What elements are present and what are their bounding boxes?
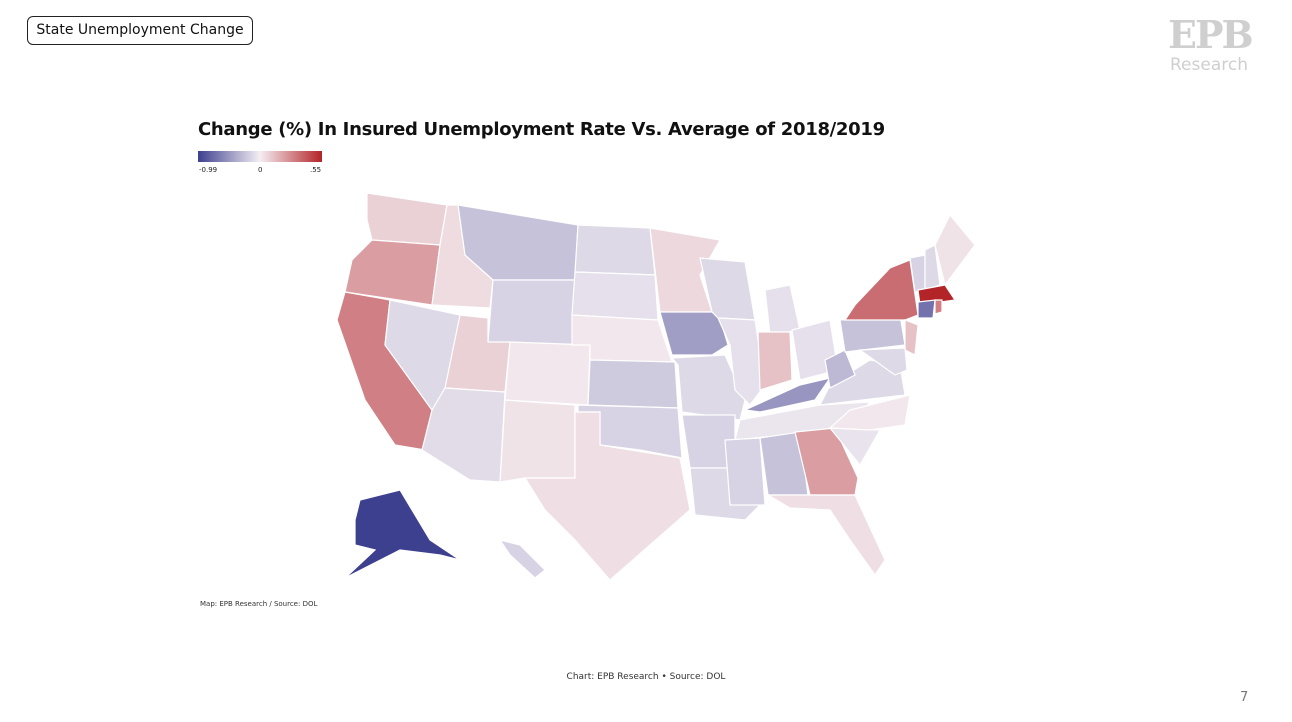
state-ak	[344, 489, 461, 579]
state-nh	[924, 244, 941, 291]
svg-text:Research: Research	[1170, 55, 1248, 74]
legend-min-label: -0.99	[199, 166, 218, 174]
color-scale-legend	[198, 151, 322, 162]
state-co	[504, 341, 591, 406]
state-nm	[499, 399, 576, 483]
state-ct	[917, 299, 936, 319]
state-wa	[366, 192, 448, 246]
state-ma	[917, 284, 957, 306]
state-ri	[934, 299, 943, 315]
svg-text:EPB: EPB	[1168, 14, 1253, 57]
state-ga	[794, 427, 859, 496]
footer-credit: Chart: EPB Research • Source: DOL	[566, 672, 726, 682]
state-hi	[498, 539, 546, 579]
state-or	[344, 239, 441, 306]
state-va	[818, 359, 906, 406]
chart-title: Change (%) In Insured Unemployment Rate …	[198, 119, 885, 140]
state-nd	[574, 224, 656, 276]
state-ia	[659, 311, 729, 356]
state-nc	[828, 394, 911, 431]
state-ny	[843, 259, 919, 321]
state-fl	[765, 494, 886, 577]
state-md	[858, 347, 908, 376]
state-il	[717, 317, 766, 406]
state-wy	[487, 279, 576, 346]
state-az	[421, 387, 506, 483]
state-in	[757, 331, 793, 391]
legend-max-label: .55	[310, 166, 322, 174]
map-source-note: Map: EPB Research / Source: DOL	[200, 600, 318, 608]
state-ks	[587, 359, 679, 409]
legend-mid-label: 0	[258, 166, 263, 174]
slide-section-tag: State Unemployment Change	[27, 16, 253, 45]
state-me	[934, 213, 976, 287]
state-sd	[571, 271, 659, 321]
epb-research-logo: EPB Research	[1168, 14, 1255, 74]
state-tx	[523, 411, 691, 581]
state-ms	[724, 437, 766, 506]
state-wv	[824, 349, 856, 389]
state-nj	[904, 319, 919, 356]
page-number: 7	[1240, 690, 1249, 705]
state-mi	[764, 284, 801, 336]
state-mn	[649, 227, 721, 313]
state-ky	[742, 377, 832, 413]
